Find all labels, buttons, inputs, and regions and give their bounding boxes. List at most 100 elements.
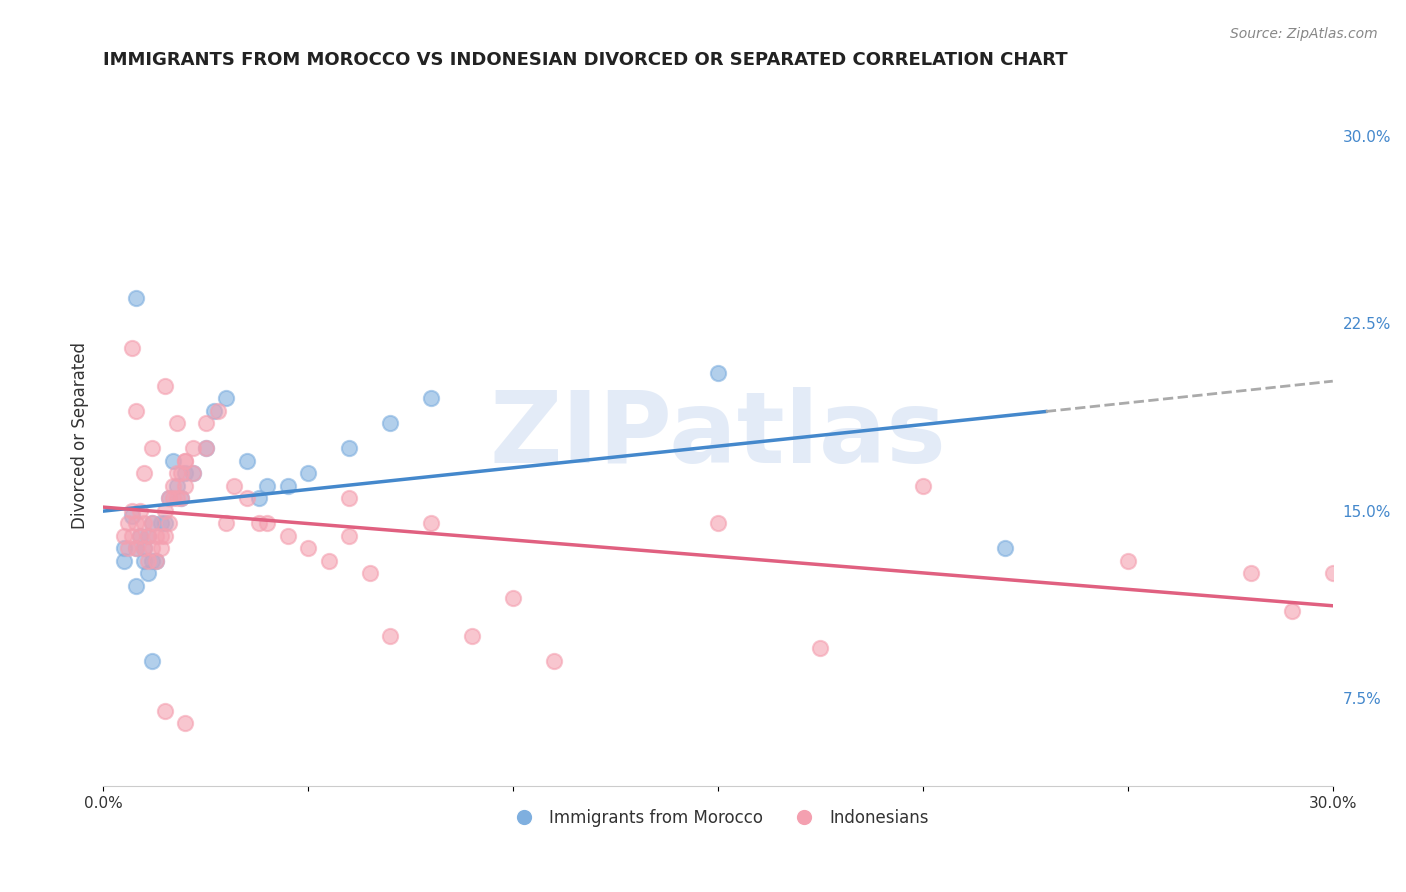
Text: IMMIGRANTS FROM MOROCCO VS INDONESIAN DIVORCED OR SEPARATED CORRELATION CHART: IMMIGRANTS FROM MOROCCO VS INDONESIAN DI…: [103, 51, 1067, 69]
Point: [174, 478, 197, 492]
Point: [145, 554, 167, 568]
Point: [149, 529, 172, 543]
Point: [181, 466, 204, 480]
Point: [117, 516, 139, 531]
Point: [235, 491, 257, 505]
Point: [134, 541, 156, 556]
Point: [378, 416, 401, 430]
Point: [134, 466, 156, 480]
Point: [134, 516, 156, 531]
Point: [157, 516, 180, 531]
Point: [170, 491, 193, 505]
Point: [125, 579, 148, 593]
Point: [810, 641, 832, 656]
Point: [141, 441, 163, 455]
Point: [181, 466, 204, 480]
Point: [112, 541, 135, 556]
Y-axis label: Divorced or Separated: Divorced or Separated: [72, 343, 89, 529]
Point: [121, 504, 143, 518]
Point: [129, 529, 152, 543]
Point: [145, 554, 167, 568]
Point: [420, 516, 443, 531]
Point: [420, 391, 443, 405]
Point: [707, 516, 730, 531]
Point: [134, 554, 156, 568]
Point: [247, 491, 270, 505]
Point: [174, 716, 197, 731]
Point: [125, 541, 148, 556]
Point: [157, 491, 180, 505]
Point: [153, 529, 176, 543]
Legend: Immigrants from Morocco, Indonesians: Immigrants from Morocco, Indonesians: [501, 802, 935, 833]
Point: [1322, 566, 1344, 581]
Point: [256, 478, 278, 492]
Point: [166, 416, 188, 430]
Point: [256, 516, 278, 531]
Point: [318, 554, 340, 568]
Point: [502, 591, 524, 606]
Point: [174, 453, 197, 467]
Point: [337, 441, 360, 455]
Point: [136, 566, 159, 581]
Point: [153, 516, 176, 531]
Point: [174, 466, 197, 480]
Point: [215, 391, 238, 405]
Point: [121, 508, 143, 523]
Point: [112, 554, 135, 568]
Point: [166, 491, 188, 505]
Point: [277, 478, 299, 492]
Point: [277, 529, 299, 543]
Point: [202, 403, 225, 417]
Point: [1281, 604, 1303, 618]
Point: [1240, 566, 1263, 581]
Point: [235, 453, 257, 467]
Point: [129, 529, 152, 543]
Point: [125, 516, 148, 531]
Point: [125, 291, 148, 305]
Point: [141, 654, 163, 668]
Point: [162, 491, 184, 505]
Point: [215, 516, 238, 531]
Point: [141, 516, 163, 531]
Point: [117, 541, 139, 556]
Point: [121, 529, 143, 543]
Point: [125, 541, 148, 556]
Text: ZIPatlas: ZIPatlas: [489, 387, 946, 484]
Point: [157, 491, 180, 505]
Point: [153, 704, 176, 718]
Point: [141, 541, 163, 556]
Point: [134, 541, 156, 556]
Point: [125, 403, 148, 417]
Point: [207, 403, 229, 417]
Point: [224, 478, 246, 492]
Point: [543, 654, 565, 668]
Point: [378, 629, 401, 643]
Point: [911, 478, 934, 492]
Point: [181, 441, 204, 455]
Point: [461, 629, 484, 643]
Point: [194, 416, 217, 430]
Point: [337, 529, 360, 543]
Point: [166, 466, 188, 480]
Point: [297, 466, 319, 480]
Point: [994, 541, 1017, 556]
Point: [141, 516, 163, 531]
Point: [149, 516, 172, 531]
Point: [136, 529, 159, 543]
Point: [145, 529, 167, 543]
Point: [112, 529, 135, 543]
Point: [162, 478, 184, 492]
Point: [129, 504, 152, 518]
Point: [1116, 554, 1139, 568]
Point: [174, 453, 197, 467]
Point: [162, 453, 184, 467]
Point: [247, 516, 270, 531]
Point: [707, 366, 730, 380]
Point: [337, 491, 360, 505]
Point: [194, 441, 217, 455]
Point: [297, 541, 319, 556]
Point: [136, 554, 159, 568]
Text: Source: ZipAtlas.com: Source: ZipAtlas.com: [1230, 27, 1378, 41]
Point: [170, 466, 193, 480]
Point: [136, 529, 159, 543]
